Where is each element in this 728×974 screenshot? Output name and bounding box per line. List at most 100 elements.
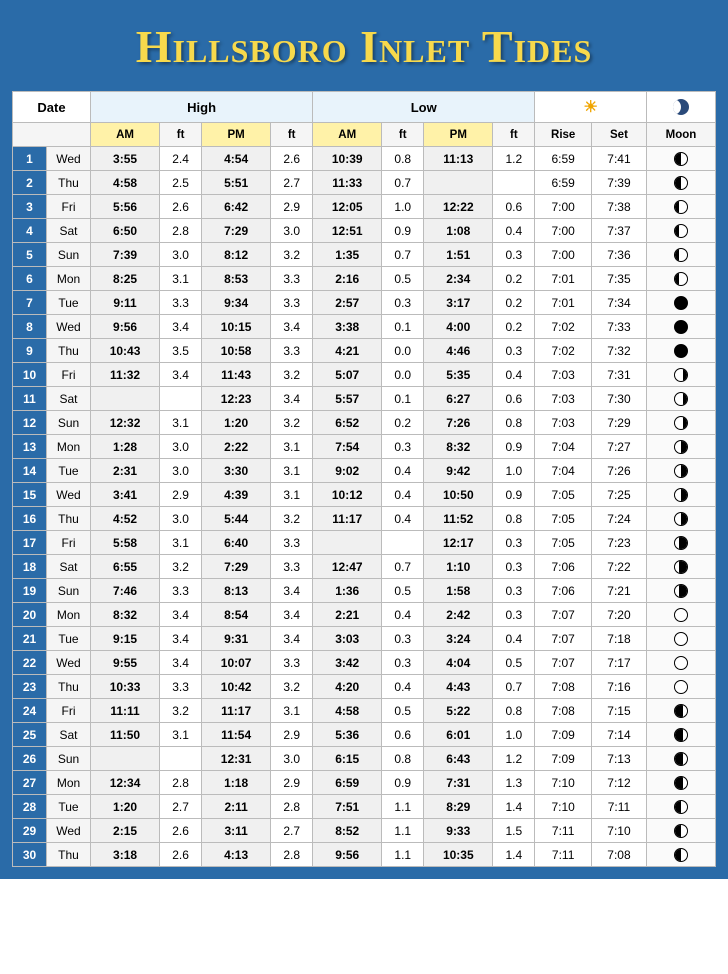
sunset: 7:33 xyxy=(592,315,647,339)
high-pm-ft: 3.1 xyxy=(271,459,313,483)
day-of-week: Sat xyxy=(47,219,91,243)
moon-phase xyxy=(646,315,715,339)
day-number: 3 xyxy=(13,195,47,219)
moon-phase xyxy=(646,483,715,507)
high-am-time: 9:15 xyxy=(91,627,160,651)
table-row: 28Tue1:202.72:112.87:511.18:291.47:107:1… xyxy=(13,795,716,819)
high-am-time: 11:50 xyxy=(91,723,160,747)
table-row: 21Tue9:153.49:313.43:030.33:240.47:077:1… xyxy=(13,627,716,651)
day-of-week: Wed xyxy=(47,651,91,675)
low-pm-time: 1:10 xyxy=(424,555,493,579)
subheader-low-pm-ft: ft xyxy=(493,123,535,147)
low-am-time: 2:16 xyxy=(313,267,382,291)
moon-phase xyxy=(646,435,715,459)
low-pm-ft: 0.9 xyxy=(493,483,535,507)
low-am-time: 3:38 xyxy=(313,315,382,339)
high-am-ft: 3.3 xyxy=(160,579,202,603)
sunrise: 7:01 xyxy=(535,267,592,291)
high-pm-ft: 3.3 xyxy=(271,291,313,315)
sunrise: 7:03 xyxy=(535,387,592,411)
day-of-week: Thu xyxy=(47,507,91,531)
day-number: 20 xyxy=(13,603,47,627)
sunset: 7:08 xyxy=(592,843,647,867)
table-row: 10Fri11:323.411:433.25:070.05:350.47:037… xyxy=(13,363,716,387)
high-pm-time: 7:29 xyxy=(202,555,271,579)
sunrise: 7:07 xyxy=(535,627,592,651)
low-pm-ft: 0.9 xyxy=(493,435,535,459)
sunset: 7:23 xyxy=(592,531,647,555)
sunset: 7:32 xyxy=(592,339,647,363)
high-am-time: 1:20 xyxy=(91,795,160,819)
day-of-week: Tue xyxy=(47,795,91,819)
low-pm-ft: 1.2 xyxy=(493,147,535,171)
moon-phase-icon xyxy=(674,488,688,502)
low-am-ft: 0.4 xyxy=(382,603,424,627)
table-row: 16Thu4:523.05:443.211:170.411:520.87:057… xyxy=(13,507,716,531)
low-am-time: 11:33 xyxy=(313,171,382,195)
high-pm-time: 3:30 xyxy=(202,459,271,483)
header-sun: ☀ xyxy=(535,92,647,123)
sunset: 7:11 xyxy=(592,795,647,819)
day-number: 4 xyxy=(13,219,47,243)
low-pm-ft: 0.3 xyxy=(493,339,535,363)
table-row: 13Mon1:283.02:223.17:540.38:320.97:047:2… xyxy=(13,435,716,459)
high-am-time: 3:41 xyxy=(91,483,160,507)
day-number: 2 xyxy=(13,171,47,195)
high-pm-time: 5:51 xyxy=(202,171,271,195)
table-row: 8Wed9:563.410:153.43:380.14:000.27:027:3… xyxy=(13,315,716,339)
sunrise: 6:59 xyxy=(535,171,592,195)
day-of-week: Tue xyxy=(47,627,91,651)
high-am-ft: 2.6 xyxy=(160,195,202,219)
low-pm-ft: 0.4 xyxy=(493,627,535,651)
sunset: 7:24 xyxy=(592,507,647,531)
low-pm-time: 10:35 xyxy=(424,843,493,867)
low-am-time: 4:20 xyxy=(313,675,382,699)
sunrise: 6:59 xyxy=(535,147,592,171)
low-pm-time: 4:04 xyxy=(424,651,493,675)
low-pm-time: 10:50 xyxy=(424,483,493,507)
low-pm-ft: 0.8 xyxy=(493,507,535,531)
day-number: 11 xyxy=(13,387,47,411)
high-am-ft: 3.4 xyxy=(160,627,202,651)
low-am-time: 9:02 xyxy=(313,459,382,483)
low-am-ft: 0.0 xyxy=(382,339,424,363)
high-pm-time: 10:07 xyxy=(202,651,271,675)
table-row: 1Wed3:552.44:542.610:390.811:131.26:597:… xyxy=(13,147,716,171)
table-row: 29Wed2:152.63:112.78:521.19:331.57:117:1… xyxy=(13,819,716,843)
header-moon xyxy=(646,92,715,123)
high-pm-time: 8:54 xyxy=(202,603,271,627)
moon-phase xyxy=(646,627,715,651)
low-pm-ft: 1.5 xyxy=(493,819,535,843)
high-pm-ft: 3.4 xyxy=(271,603,313,627)
high-pm-ft: 3.1 xyxy=(271,699,313,723)
high-pm-ft: 3.3 xyxy=(271,651,313,675)
sunset: 7:20 xyxy=(592,603,647,627)
table-row: 20Mon8:323.48:543.42:210.42:420.37:077:2… xyxy=(13,603,716,627)
low-pm-time: 9:42 xyxy=(424,459,493,483)
low-pm-time: 9:33 xyxy=(424,819,493,843)
low-am-ft: 0.3 xyxy=(382,627,424,651)
sunset: 7:10 xyxy=(592,819,647,843)
high-am-ft: 3.2 xyxy=(160,699,202,723)
day-of-week: Wed xyxy=(47,819,91,843)
low-am-time: 4:58 xyxy=(313,699,382,723)
sunset: 7:41 xyxy=(592,147,647,171)
sunset: 7:17 xyxy=(592,651,647,675)
day-number: 5 xyxy=(13,243,47,267)
low-am-ft: 0.1 xyxy=(382,387,424,411)
low-am-time: 6:59 xyxy=(313,771,382,795)
day-number: 24 xyxy=(13,699,47,723)
day-of-week: Mon xyxy=(47,771,91,795)
sunset: 7:14 xyxy=(592,723,647,747)
high-pm-time: 1:18 xyxy=(202,771,271,795)
high-am-ft: 3.2 xyxy=(160,555,202,579)
low-pm-time: 1:51 xyxy=(424,243,493,267)
table-row: 3Fri5:562.66:422.912:051.012:220.67:007:… xyxy=(13,195,716,219)
day-number: 9 xyxy=(13,339,47,363)
low-pm-time: 7:26 xyxy=(424,411,493,435)
high-am-ft: 3.5 xyxy=(160,339,202,363)
moon-phase xyxy=(646,555,715,579)
high-am-ft: 2.8 xyxy=(160,219,202,243)
day-number: 25 xyxy=(13,723,47,747)
sunrise: 7:04 xyxy=(535,459,592,483)
